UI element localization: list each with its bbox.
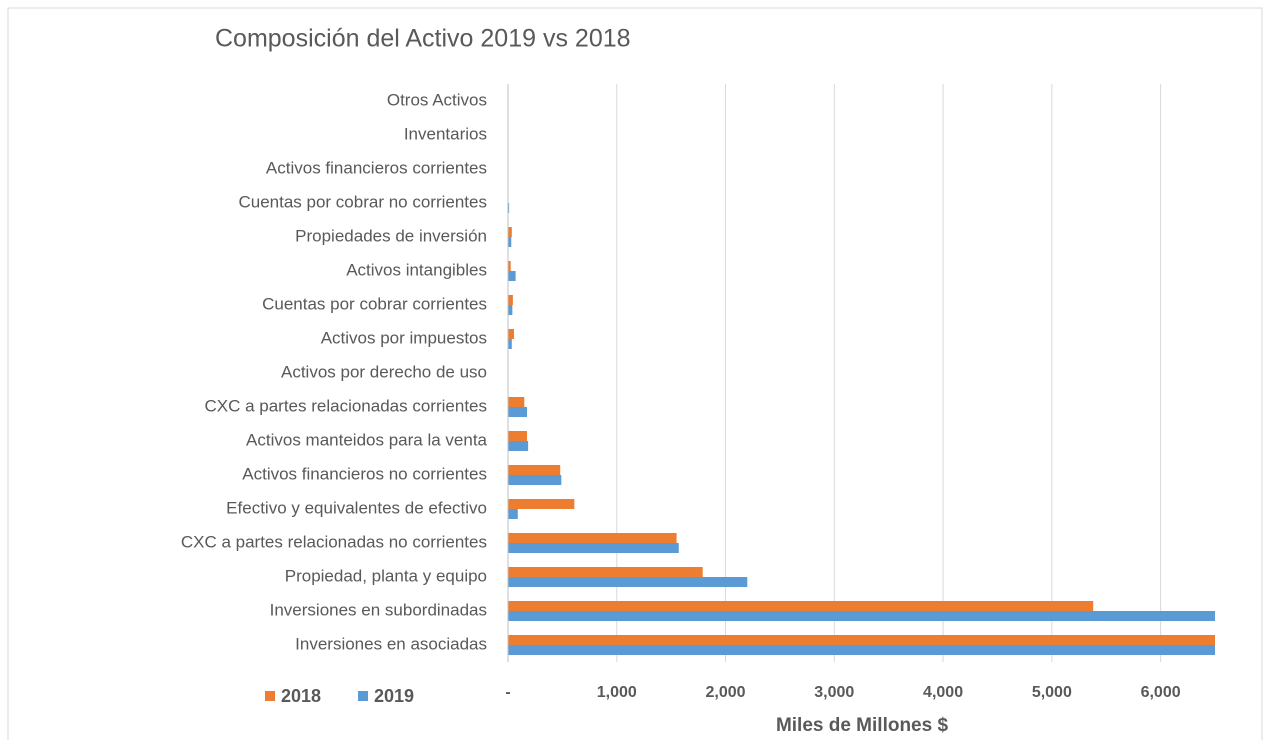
y-tick-label: Activos financieros corrientes (266, 158, 487, 177)
x-axis-title: Miles de Millones $ (776, 715, 949, 736)
y-tick-label: Activos por derecho de uso (281, 362, 487, 381)
y-tick-label: Inversiones en subordinadas (270, 600, 487, 619)
bar (508, 227, 512, 237)
bar (508, 339, 512, 349)
bar (508, 475, 562, 485)
chart-title: Composición del Activo 2019 vs 2018 (215, 25, 631, 53)
y-tick-label: Cuentas por cobrar corrientes (262, 294, 487, 313)
x-tick-label: 5,000 (1032, 684, 1072, 701)
x-tick-label: 2,000 (706, 684, 746, 701)
y-tick-label: Activos financieros no corrientes (242, 464, 487, 483)
x-tick-label: 6,000 (1141, 684, 1181, 701)
bar (508, 509, 518, 519)
y-tick-label: Efectivo y equivalentes de efectivo (226, 498, 487, 517)
bar (508, 611, 1215, 621)
bar (508, 431, 528, 441)
y-tick-label: CXC a partes relacionadas corrientes (204, 396, 487, 415)
y-tick-label: Inversiones en asociadas (295, 634, 487, 653)
y-tick-label: Activos manteidos para la venta (246, 430, 488, 449)
bar (508, 203, 510, 213)
y-tick-label: CXC a partes relacionadas no corrientes (181, 532, 487, 551)
bar (508, 329, 514, 339)
y-tick-label: Activos por impuestos (321, 328, 487, 347)
bar (508, 533, 677, 543)
x-tick-label: 1,000 (597, 684, 637, 701)
y-tick-label: Inventarios (404, 124, 487, 143)
bar (508, 543, 679, 553)
bar (508, 237, 512, 247)
legend-swatch (358, 691, 368, 701)
bar (508, 397, 525, 407)
y-tick-label: Cuentas por cobrar no corrientes (238, 192, 487, 211)
bar (508, 499, 575, 509)
x-tick-label: - (505, 684, 510, 701)
legend-swatch (265, 691, 275, 701)
bar (508, 465, 561, 475)
x-tick-label: 3,000 (814, 684, 854, 701)
bar (508, 305, 513, 315)
y-tick-label: Propiedades de inversión (295, 226, 487, 245)
bar (508, 295, 513, 305)
bar (508, 601, 1094, 611)
bar (508, 271, 516, 281)
y-tick-label: Propiedad, planta y equipo (285, 566, 487, 585)
legend-label: 2018 (281, 686, 321, 706)
chart-border (7, 7, 1263, 745)
bar (508, 441, 529, 451)
bar (508, 261, 511, 271)
y-tick-label: Otros Activos (387, 90, 487, 109)
legend-label: 2019 (374, 686, 414, 706)
x-tick-label: 4,000 (923, 684, 963, 701)
bar (508, 635, 1215, 645)
bar (508, 567, 703, 577)
bar (508, 577, 748, 587)
bar (508, 645, 1215, 655)
bar (508, 407, 528, 417)
y-tick-label: Activos intangibles (346, 260, 487, 279)
